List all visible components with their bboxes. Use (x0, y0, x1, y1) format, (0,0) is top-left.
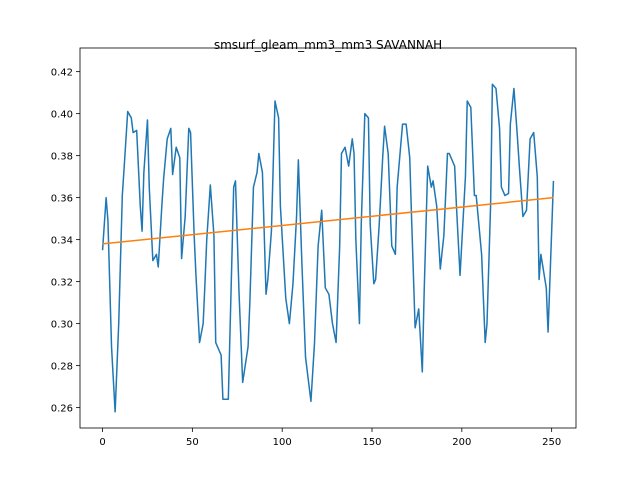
x-tick-label: 50 (186, 437, 199, 448)
plot-frame (79, 47, 577, 429)
y-tick-label: 0.42 (51, 68, 73, 79)
y-tick-label: 0.30 (51, 320, 73, 331)
y-tick-label: 0.40 (51, 110, 73, 121)
y-tick-label: 0.36 (51, 194, 73, 205)
x-tick-label: 150 (362, 437, 381, 448)
y-tick-label: 0.28 (51, 362, 73, 373)
y-tick-label: 0.32 (51, 278, 73, 289)
x-tick-label: 250 (542, 437, 561, 448)
y-tick-label: 0.26 (51, 404, 73, 415)
line-series (101, 83, 555, 413)
chart-title: smsurf_gleam_mm3_mm3 SAVANNAH (214, 38, 442, 52)
x-tick-label: 100 (273, 437, 292, 448)
x-tick-label: 0 (99, 437, 105, 448)
y-tick-label: 0.34 (51, 236, 73, 247)
x-tick-label: 200 (452, 437, 471, 448)
y-tick-label: 0.38 (51, 152, 73, 163)
line-series (102, 196, 554, 245)
